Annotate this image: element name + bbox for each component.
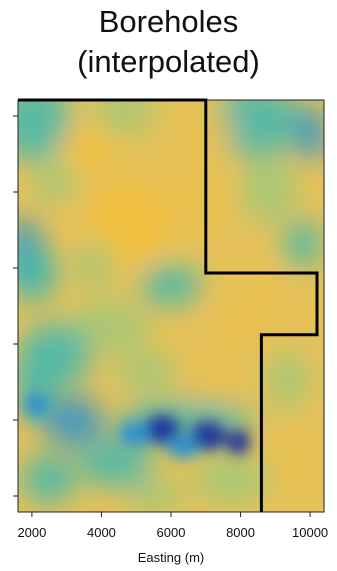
heatmap-blob	[238, 273, 288, 306]
heatmap-blob	[94, 100, 156, 133]
x-tick-label: 4000	[87, 525, 116, 540]
x-axis: 2000 4000 6000 8000 10000	[17, 512, 328, 540]
heatmap-blob	[79, 437, 153, 488]
heatmap-blob	[241, 157, 297, 224]
heatmap-blob	[88, 182, 168, 265]
heatmap-low-zone	[189, 421, 227, 451]
heatmap-low-zone	[167, 433, 199, 459]
heatmap-blob	[21, 454, 77, 504]
heatmap-low-zone	[143, 415, 181, 444]
heatmap-blob	[272, 437, 315, 488]
heatmap-blob	[284, 219, 321, 269]
x-axis-title: Easting (m)	[138, 550, 204, 565]
heatmap-blob	[18, 100, 70, 162]
heatmap-blob	[140, 264, 202, 306]
boundary-outline	[18, 98, 319, 512]
heatmap-blob	[195, 454, 269, 504]
heatmap-blob	[42, 396, 104, 447]
heatmap-blob	[213, 301, 275, 352]
heatmap-blob	[158, 165, 233, 232]
plot-area	[18, 100, 324, 512]
heatmap-field	[18, 100, 324, 512]
x-tick-label: 2000	[17, 525, 46, 540]
heatmap-blob	[265, 351, 309, 410]
heatmap-blob	[183, 108, 233, 158]
heatmap-blob	[33, 161, 77, 203]
heatmap-blob	[213, 100, 300, 158]
heatmap-low-zone	[119, 421, 150, 447]
heatmap-blob	[180, 363, 236, 414]
heatmap-blob	[125, 479, 187, 512]
chart-title-line-2: (interpolated)	[77, 44, 260, 79]
x-tick-label: 10000	[292, 525, 328, 540]
chart-title-line-1: Boreholes	[98, 4, 239, 39]
heatmap-blob	[115, 351, 178, 393]
heatmap-blob	[70, 301, 150, 352]
heatmap-blob	[296, 104, 324, 162]
x-tick-label: 6000	[157, 525, 186, 540]
x-tick-label: 8000	[226, 525, 255, 540]
chart-title: Boreholes (interpolated)	[0, 2, 337, 82]
heatmap-low-zone	[24, 392, 49, 418]
heatmap-blob	[76, 240, 113, 290]
heatmap-blob	[18, 244, 58, 302]
heatmap-blob	[60, 128, 110, 170]
heatmap-detail	[24, 392, 251, 459]
y-axis	[13, 115, 18, 497]
heatmap-low-zone	[226, 429, 251, 455]
